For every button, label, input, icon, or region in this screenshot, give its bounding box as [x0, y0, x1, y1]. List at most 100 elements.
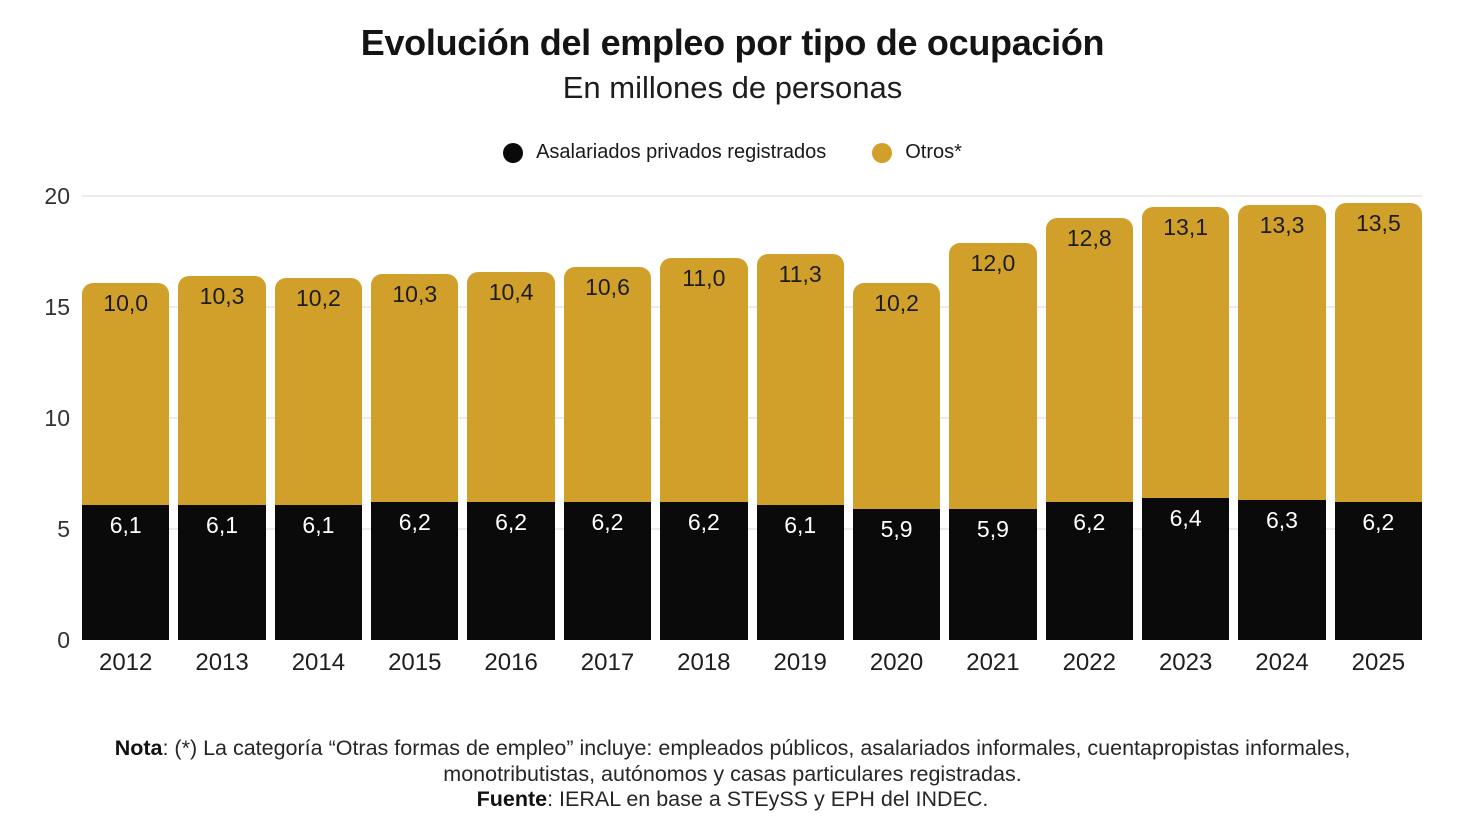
bar-segment-otros: 12,8 [1045, 218, 1133, 503]
bar-segment-asalariados: 6,2 [660, 502, 748, 640]
bar-segment-asalariados: 6,2 [1334, 502, 1423, 640]
bar-value-asalariados: 6,1 [302, 511, 335, 538]
note-label: Nota [114, 736, 163, 760]
source-label: Fuente [476, 787, 548, 811]
x-axis-label-2021: 2021 [966, 649, 1020, 676]
bar-group-2022: 12,8 6,2 [1045, 218, 1133, 640]
legend-swatch-gold-icon [872, 142, 893, 163]
legend-label: Asalariados privados registrados [536, 141, 827, 163]
bar-value-otros: 10,2 [296, 285, 341, 312]
chart-subtitle: En millones de personas [562, 70, 903, 105]
gridline-10 [82, 417, 1422, 419]
bar-group-2020: 10,2 5,9 [852, 282, 941, 640]
bar-group-2025: 13,5 6,2 [1334, 202, 1423, 640]
x-axis-label-2012: 2012 [98, 649, 153, 676]
bar-segment-otros: 10,3 [371, 273, 459, 503]
bar-value-otros: 12,0 [970, 249, 1016, 276]
bar-value-otros: 13,5 [1355, 209, 1401, 236]
bar-segment-otros: 10,2 [274, 278, 363, 505]
legend-item-otros: Otros* [872, 141, 962, 164]
bar-value-otros: 10,3 [199, 282, 245, 309]
bar-segment-otros: 13,1 [1141, 207, 1230, 498]
y-axis-tick-15: 15 [44, 294, 70, 320]
bar-segment-otros: 13,3 [1238, 204, 1326, 501]
bar-segment-asalariados: 6,2 [371, 502, 459, 640]
x-axis-label-2023: 2023 [1158, 649, 1213, 676]
bar-value-otros: 12,8 [1066, 225, 1112, 252]
bar-value-otros: 13,1 [1163, 214, 1209, 241]
bar-segment-asalariados: 6,2 [563, 502, 652, 640]
bar-value-otros: 10,0 [103, 289, 149, 316]
bar-value-asalariados: 6,4 [1169, 504, 1202, 531]
legend: Asalariados privados registrados Otros* [0, 141, 1465, 164]
bar-segment-otros: 10,0 [82, 282, 170, 505]
y-axis-tick-5: 5 [57, 516, 70, 542]
bar-value-otros: 10,3 [392, 280, 438, 307]
y-axis-tick-20: 20 [44, 183, 70, 209]
bar-group-2017: 10,6 6,2 [563, 267, 652, 640]
bar-group-2023: 13,1 6,4 [1141, 207, 1230, 640]
source-text: Fuente: IERAL en base a STEySS y EPH del… [476, 787, 989, 811]
bar-value-asalariados: 5,9 [880, 516, 913, 543]
x-axis-label-2025: 2025 [1351, 649, 1406, 676]
bar-value-otros: 10,2 [874, 289, 919, 316]
bar-segment-otros: 10,6 [563, 267, 652, 503]
x-axis-label-2018: 2018 [677, 649, 731, 676]
note-text: Nota: (*) La categoría “Otras formas de … [114, 736, 1351, 786]
bar-segment-otros: 11,0 [660, 258, 748, 503]
bar-segment-asalariados: 6,1 [82, 504, 170, 640]
legend-label: Otros* [905, 141, 962, 163]
bar-group-2016: 10,4 6,2 [467, 271, 555, 640]
bar-group-2024: 13,3 6,3 [1238, 204, 1326, 640]
x-axis-label-2015: 2015 [388, 649, 442, 676]
bar-value-asalariados: 6,2 [398, 509, 431, 536]
bar-group-2021: 12,0 5,9 [949, 242, 1037, 640]
bar-value-asalariados: 6,3 [1266, 507, 1298, 534]
gridline-15 [82, 306, 1422, 308]
x-axis: 2012 2013 2014 2015 2016 2017 2018 2019 2020 2021… [82, 649, 1422, 677]
bar-segment-asalariados: 6,1 [756, 504, 844, 640]
bar-segment-asalariados: 6,1 [274, 504, 363, 640]
bar-segment-otros: 12,0 [949, 242, 1037, 510]
bar-segment-asalariados: 6,2 [1045, 502, 1133, 640]
bar-segment-otros: 11,3 [756, 253, 844, 505]
bar-segment-asalariados: 6,3 [1238, 500, 1326, 640]
bar-group-2015: 10,3 6,2 [371, 273, 459, 640]
bar-value-otros: 13,3 [1259, 211, 1305, 238]
bar-segment-asalariados: 5,9 [852, 509, 941, 640]
legend-item-asalariados: Asalariados privados registrados [503, 141, 826, 164]
bar-value-otros: 10,6 [585, 274, 630, 301]
x-axis-label-2013: 2013 [195, 649, 249, 676]
footnote: Nota: (*) La categoría “Otras formas de … [0, 736, 1465, 813]
bar-value-asalariados: 6,2 [591, 509, 624, 536]
bar-segment-asalariados: 5,9 [949, 509, 1037, 640]
y-axis-tick-10: 10 [44, 405, 70, 431]
bar-value-asalariados: 6,1 [784, 511, 817, 538]
x-axis-label-2020: 2020 [869, 649, 924, 676]
x-axis-label-2024: 2024 [1255, 649, 1309, 676]
x-axis-label-2019: 2019 [773, 649, 827, 676]
bar-group-2014: 10,2 6,1 [274, 278, 363, 640]
bar-segment-otros: 10,3 [178, 275, 266, 505]
bar-segment-asalariados: 6,4 [1141, 497, 1230, 640]
bar-segment-asalariados: 6,1 [178, 504, 266, 640]
bar-segment-otros: 10,2 [852, 282, 941, 510]
y-axis-tick-0: 0 [57, 627, 70, 653]
bar-segment-otros: 13,5 [1334, 202, 1423, 503]
chart-title: Evolución del empleo por tipo de ocupaci… [360, 22, 1105, 63]
x-axis-label-2022: 2022 [1062, 649, 1116, 676]
bar-value-asalariados: 6,2 [1362, 509, 1395, 536]
bar-value-asalariados: 6,2 [1073, 509, 1106, 536]
bar-value-otros: 11,3 [778, 260, 822, 287]
bar-group-2019: 11,3 6,1 [756, 253, 844, 640]
bar-value-otros: 10,4 [488, 278, 534, 305]
bar-value-asalariados: 5,9 [976, 516, 1009, 543]
bar-value-asalariados: 6,1 [206, 511, 239, 538]
plot-area: 10,0 6,1 10,3 6,1 10,2 6,1 10,3 6,2 10,4 6,2 10,6 6… [82, 196, 1423, 640]
bar-group-2012: 10,0 6,1 [82, 282, 170, 640]
legend-swatch-black-icon [503, 142, 524, 163]
bar-value-asalariados: 6,1 [109, 511, 142, 538]
gridline-20 [82, 195, 1422, 197]
bar-value-asalariados: 6,2 [495, 509, 528, 536]
